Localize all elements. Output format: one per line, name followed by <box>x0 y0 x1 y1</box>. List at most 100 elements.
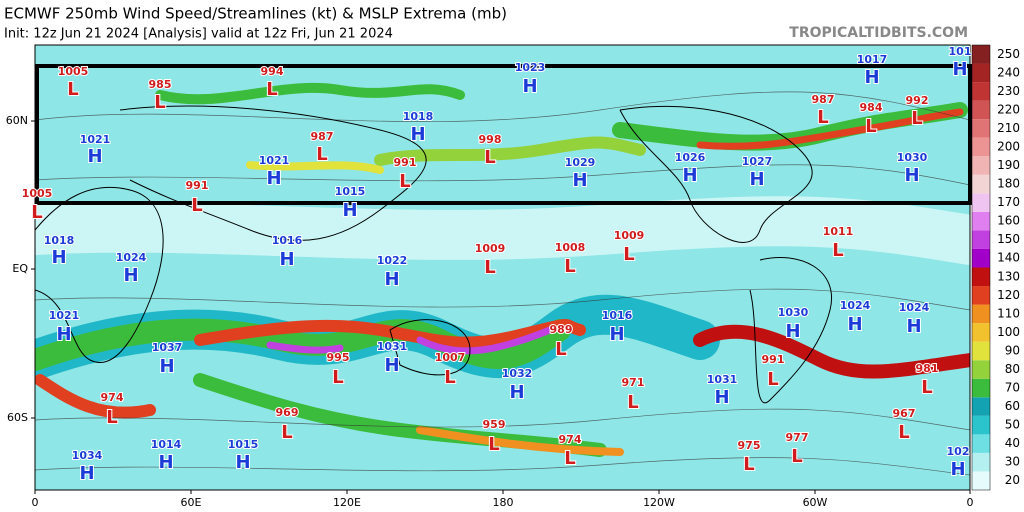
lon-label: 0 <box>967 496 974 509</box>
lon-label: 60W <box>803 496 828 509</box>
lon-label: 0 <box>32 496 39 509</box>
center-value: 1021 <box>259 154 290 167</box>
colorbar-label: 190 <box>997 158 1020 172</box>
center-value: 1024 <box>116 251 147 264</box>
map-bg <box>35 45 970 490</box>
center-value: 991 <box>762 353 785 366</box>
colorbar-label: 140 <box>997 251 1020 265</box>
colorbar-label: 20 <box>1005 473 1020 487</box>
colorbar-label: 40 <box>1005 436 1020 450</box>
center-value: 1031 <box>377 340 408 353</box>
center-value: 1032 <box>502 367 533 380</box>
center-value: 1014 <box>151 438 182 451</box>
colorbar-label: 150 <box>997 232 1020 246</box>
center-letter: H <box>410 124 425 145</box>
center-value: 974 <box>559 433 582 446</box>
center-value: 1005 <box>22 187 53 200</box>
colorbar-label: 220 <box>997 102 1020 116</box>
center-letter: L <box>67 79 78 100</box>
center-letter: L <box>564 448 575 469</box>
colorbar-label: 90 <box>1005 343 1020 357</box>
center-letter: L <box>266 79 277 100</box>
center-letter: L <box>767 369 778 390</box>
center-value: 1016 <box>272 234 303 247</box>
lon-label: 180 <box>493 496 514 509</box>
center-value: 1018 <box>44 234 75 247</box>
center-value: 1037 <box>152 341 183 354</box>
streamlines <box>35 91 970 476</box>
center-value: 985 <box>149 78 172 91</box>
center-letter: L <box>316 144 327 165</box>
colorbar-swatch <box>972 230 990 249</box>
center-letter: L <box>817 107 828 128</box>
colorbar-label: 120 <box>997 288 1020 302</box>
center-value: 1021 <box>49 309 80 322</box>
colorbar-swatch <box>972 267 990 287</box>
center-value: 994 <box>261 65 284 78</box>
center-value: 1007 <box>435 351 466 364</box>
center-value: 987 <box>812 93 835 106</box>
center-letter: L <box>743 454 754 475</box>
center-letter: H <box>158 452 173 473</box>
colorbar-swatch <box>972 452 990 472</box>
colorbar-label: 70 <box>1005 381 1020 395</box>
center-letter: H <box>384 269 399 290</box>
center-letter: H <box>56 324 71 345</box>
colorbar-label: 110 <box>997 306 1020 320</box>
center-letter: L <box>791 446 802 467</box>
center-letter: L <box>31 202 42 223</box>
colorbar-label: 180 <box>997 177 1020 191</box>
center-value: 992 <box>906 94 929 107</box>
center-letter: H <box>682 165 697 186</box>
center-letter: H <box>847 314 862 335</box>
center-letter: H <box>159 356 174 377</box>
center-value: 1029 <box>565 156 596 169</box>
center-letter: H <box>749 169 764 190</box>
colorbar-label: 210 <box>997 121 1020 135</box>
center-value: 989 <box>550 323 573 336</box>
center-value: 1026 <box>675 151 706 164</box>
center-letter: H <box>342 200 357 221</box>
colorbar-label: 100 <box>997 325 1020 339</box>
center-letter: H <box>384 355 399 376</box>
center-value: 969 <box>276 406 299 419</box>
center-value: 975 <box>738 439 761 452</box>
center-letter: L <box>106 407 117 428</box>
center-value: 1008 <box>555 241 586 254</box>
center-letter: H <box>904 165 919 186</box>
center-value: 967 <box>893 407 916 420</box>
center-value: 101 <box>949 45 972 58</box>
center-value: 1016 <box>602 309 633 322</box>
colorbar-label: 30 <box>1005 455 1020 469</box>
colorbar-label: 60 <box>1005 399 1020 413</box>
source: TROPICALTIDBITS.COM <box>789 25 968 41</box>
colorbar-swatch <box>972 286 990 305</box>
center-value: 974 <box>101 391 124 404</box>
lat-label: EQ <box>12 262 28 275</box>
colorbar-swatch <box>972 174 990 194</box>
colorbar-swatch <box>972 415 990 435</box>
colorbar-label: 230 <box>997 84 1020 98</box>
colorbar-swatch <box>972 323 990 342</box>
center-value: 1018 <box>403 110 434 123</box>
center-letter: H <box>79 463 94 484</box>
colorbar-swatch <box>972 378 990 398</box>
colorbar-swatch <box>972 156 990 175</box>
center-value: 1015 <box>335 185 366 198</box>
center-letter: L <box>484 147 495 168</box>
lon-label: 60E <box>181 496 202 509</box>
colorbar-swatch <box>972 304 990 324</box>
center-value: 1024 <box>899 301 930 314</box>
center-value: 1015 <box>228 438 259 451</box>
colorbar-label: 130 <box>997 269 1020 283</box>
colorbar-swatch <box>972 248 990 268</box>
colorbar-swatch <box>972 137 990 157</box>
lon-label: 120E <box>333 496 361 509</box>
title: ECMWF 250mb Wind Speed/Streamlines (kt) … <box>4 5 507 23</box>
center-value: 998 <box>479 133 502 146</box>
center-value: 991 <box>394 156 417 169</box>
center-letter: H <box>509 382 524 403</box>
colorbar-swatch <box>972 434 990 453</box>
center-letter: L <box>484 257 495 278</box>
